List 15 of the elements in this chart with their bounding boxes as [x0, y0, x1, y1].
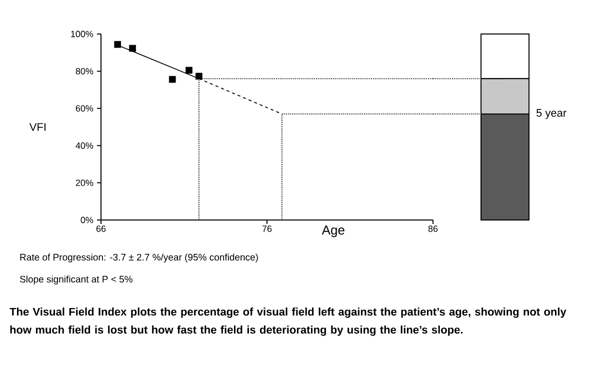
y-axis-title: VFI — [29, 123, 46, 131]
x-tick-label: 86 — [428, 226, 438, 232]
ref-line-label: 5 year — [536, 109, 566, 119]
y-tick-label: 100% — [71, 30, 94, 38]
x-axis-title: Age — [322, 226, 344, 238]
x-tick-label: 66 — [96, 226, 106, 232]
y-tick-label: 40% — [76, 142, 94, 149]
y-tick-label: 60% — [76, 105, 94, 112]
y-tick-label: 20% — [76, 180, 94, 186]
x-tick-label: 76 — [262, 226, 272, 232]
text: Rate of Progression: -3.7 ± 2.7 %/year (95% confidence) — [20, 254, 258, 262]
text: Slope significant at P < 5% — [20, 276, 132, 284]
y-tick-label: 80% — [76, 68, 94, 74]
y-tick-label: 0% — [80, 216, 94, 224]
text: The Visual Field Index plots the percentage of visual field left against the patient’s age, showing not only how much field is lost but how fast the field is deteriorating by using the line’s slope. — [10, 308, 566, 336]
